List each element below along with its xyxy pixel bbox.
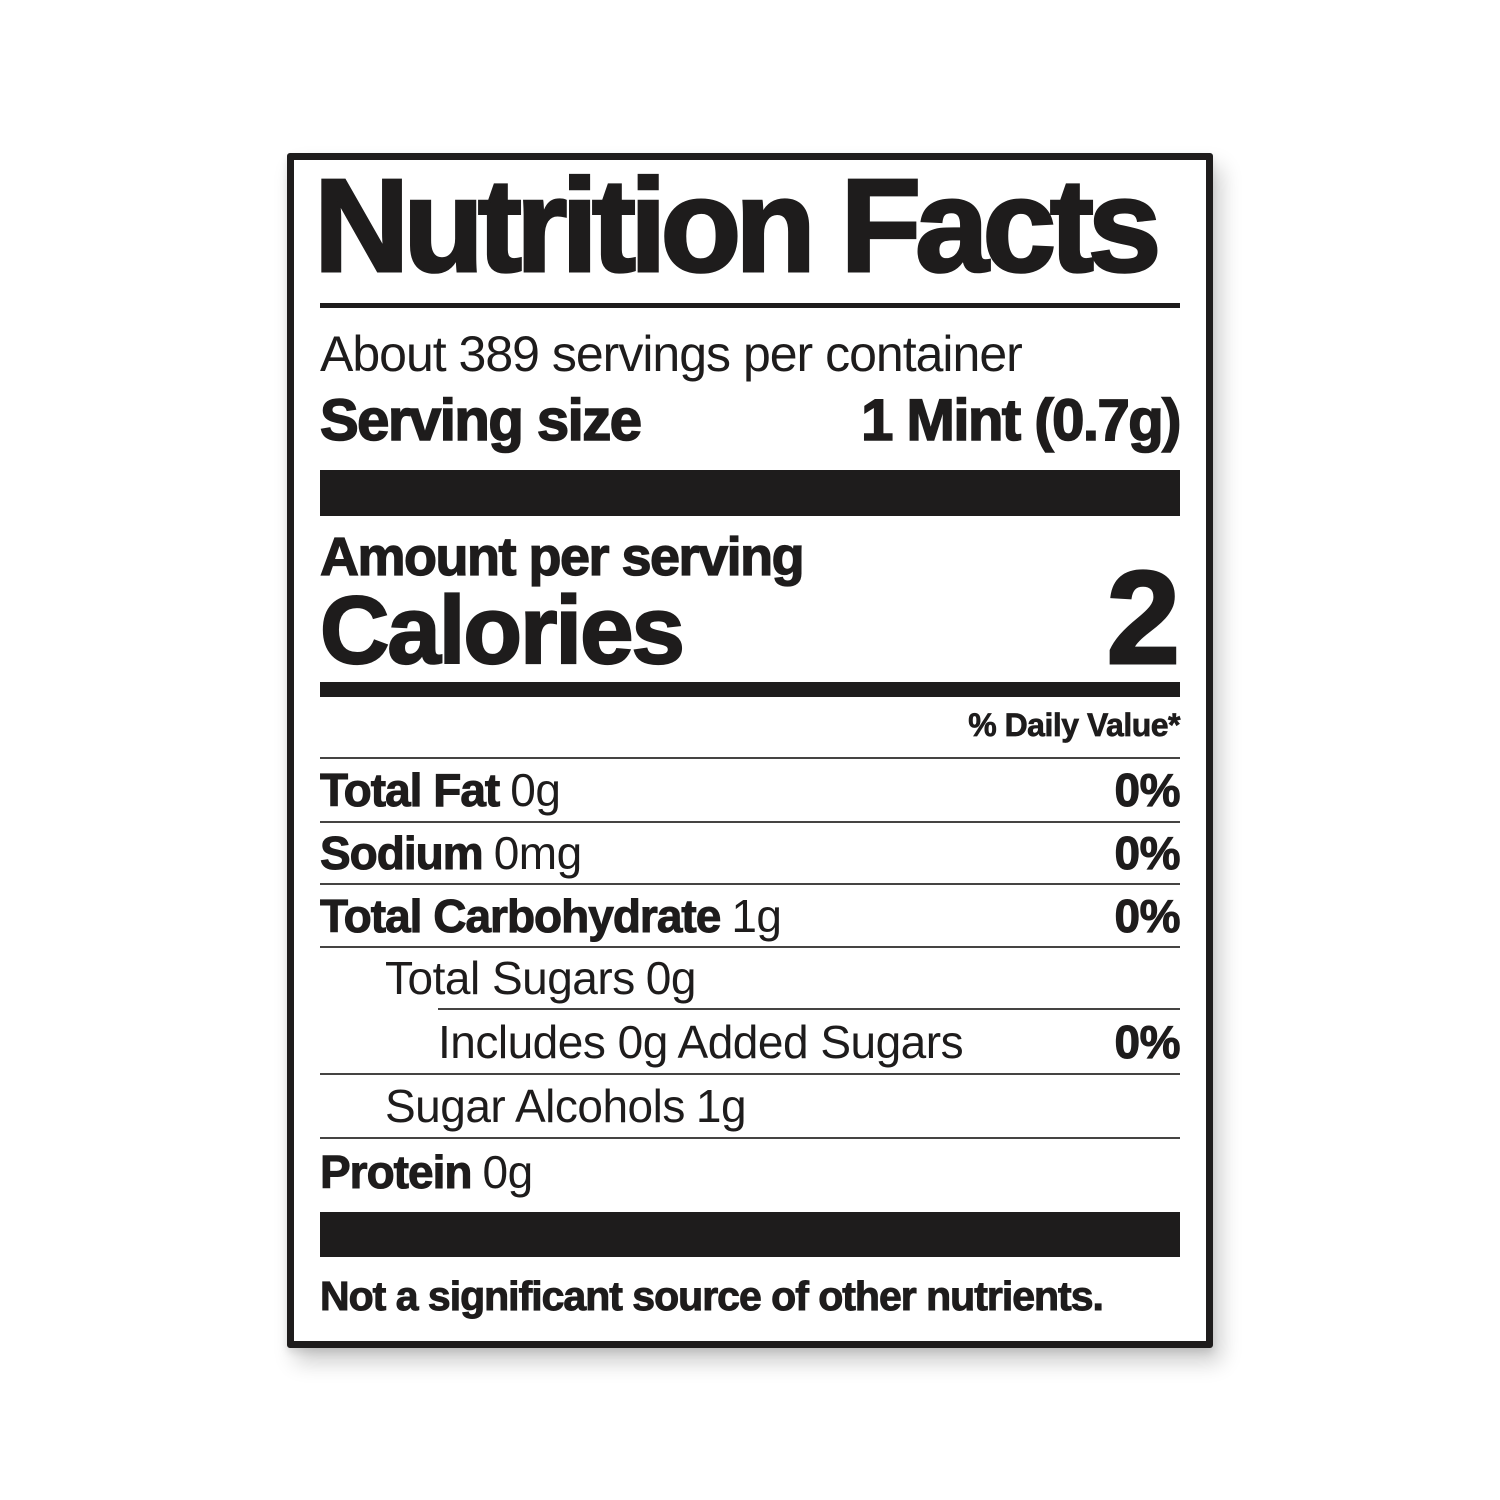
- nutrient-row-protein: Protein 0g: [319, 1137, 1180, 1205]
- nutrient-row-sugar-alcohols: Sugar Alcohols 1g: [320, 1073, 1180, 1137]
- nutrient-amount: 1g: [695, 1080, 747, 1132]
- nutrient-name-and-amount: Total Sugars 0g: [320, 951, 696, 1005]
- nutrition-facts-label: Nutrition Facts About 389 servings per c…: [287, 153, 1213, 1348]
- nutrient-row-total-sugars: Total Sugars 0g: [320, 946, 1180, 1008]
- nutrient-name-and-amount: Total Carbohydrate 1g: [319, 889, 782, 943]
- calories-label: Calories: [319, 577, 686, 684]
- nutrient-name: Total Carbohydrate: [319, 889, 721, 942]
- nutrient-name-and-amount: Sodium 0mg: [320, 826, 583, 880]
- calories-divider-bar: [320, 682, 1180, 697]
- nutrient-name: Sodium: [320, 827, 485, 880]
- calories-value: 2: [1105, 544, 1181, 691]
- nutrient-amount: 0g: [645, 952, 697, 1004]
- footnote-text: Not a significant source of other nutrie…: [320, 1273, 1105, 1320]
- nutrient-name-and-amount: Sugar Alcohols 1g: [320, 1079, 747, 1133]
- nutrient-name: Sugar Alcohols: [385, 1080, 685, 1132]
- daily-value-header: % Daily Value*: [968, 707, 1181, 744]
- nutrient-amount: 1g: [731, 889, 782, 942]
- footnote-divider-bar-thick: [320, 1212, 1180, 1257]
- serving-size-label: Serving size: [319, 388, 643, 453]
- label-title: Nutrition Facts: [312, 152, 1162, 299]
- nutrient-daily-value: 0%: [1114, 1015, 1181, 1068]
- nutrient-daily-value: 0%: [1114, 827, 1181, 880]
- nutrient-daily-value: 0%: [1114, 764, 1181, 817]
- section-divider-bar-thick: [320, 470, 1180, 516]
- nutrient-name: Total Fat: [319, 764, 500, 817]
- nutrient-row-total-fat: Total Fat 0g 0%: [319, 757, 1181, 821]
- serving-size-row: Serving size 1 Mint (0.7g): [319, 388, 1182, 453]
- nutrient-amount: 0g: [510, 764, 561, 816]
- nutrient-row-added-sugars: Includes 0g Added Sugars 0%: [438, 1008, 1181, 1073]
- nutrient-daily-value: 0%: [1114, 889, 1181, 942]
- nutrient-name-and-amount: Protein 0g: [319, 1145, 534, 1199]
- nutrient-row-total-carbohydrate: Total Carbohydrate 1g 0%: [319, 883, 1181, 946]
- nutrient-amount: 0mg: [493, 827, 582, 879]
- title-divider-rule: [320, 303, 1180, 308]
- nutrient-rows: Total Fat 0g 0% Sodium 0mg 0% Total Carboh…: [319, 757, 1181, 1205]
- nutrient-name: Total Sugars: [385, 952, 635, 1004]
- calories-row: Calories 2: [319, 544, 1182, 691]
- nutrient-name-and-amount: Total Fat 0g: [319, 763, 561, 817]
- nutrient-name: Protein: [319, 1146, 472, 1199]
- nutrient-row-sodium: Sodium 0mg 0%: [320, 821, 1181, 883]
- amount-per-serving-label: Amount per serving: [319, 527, 805, 587]
- nutrient-amount: 0g: [482, 1146, 534, 1198]
- nutrient-name: Includes 0g Added Sugars: [438, 1015, 964, 1068]
- serving-size-value: 1 Mint (0.7g): [860, 388, 1182, 453]
- servings-per-container: About 389 servings per container: [320, 326, 1023, 382]
